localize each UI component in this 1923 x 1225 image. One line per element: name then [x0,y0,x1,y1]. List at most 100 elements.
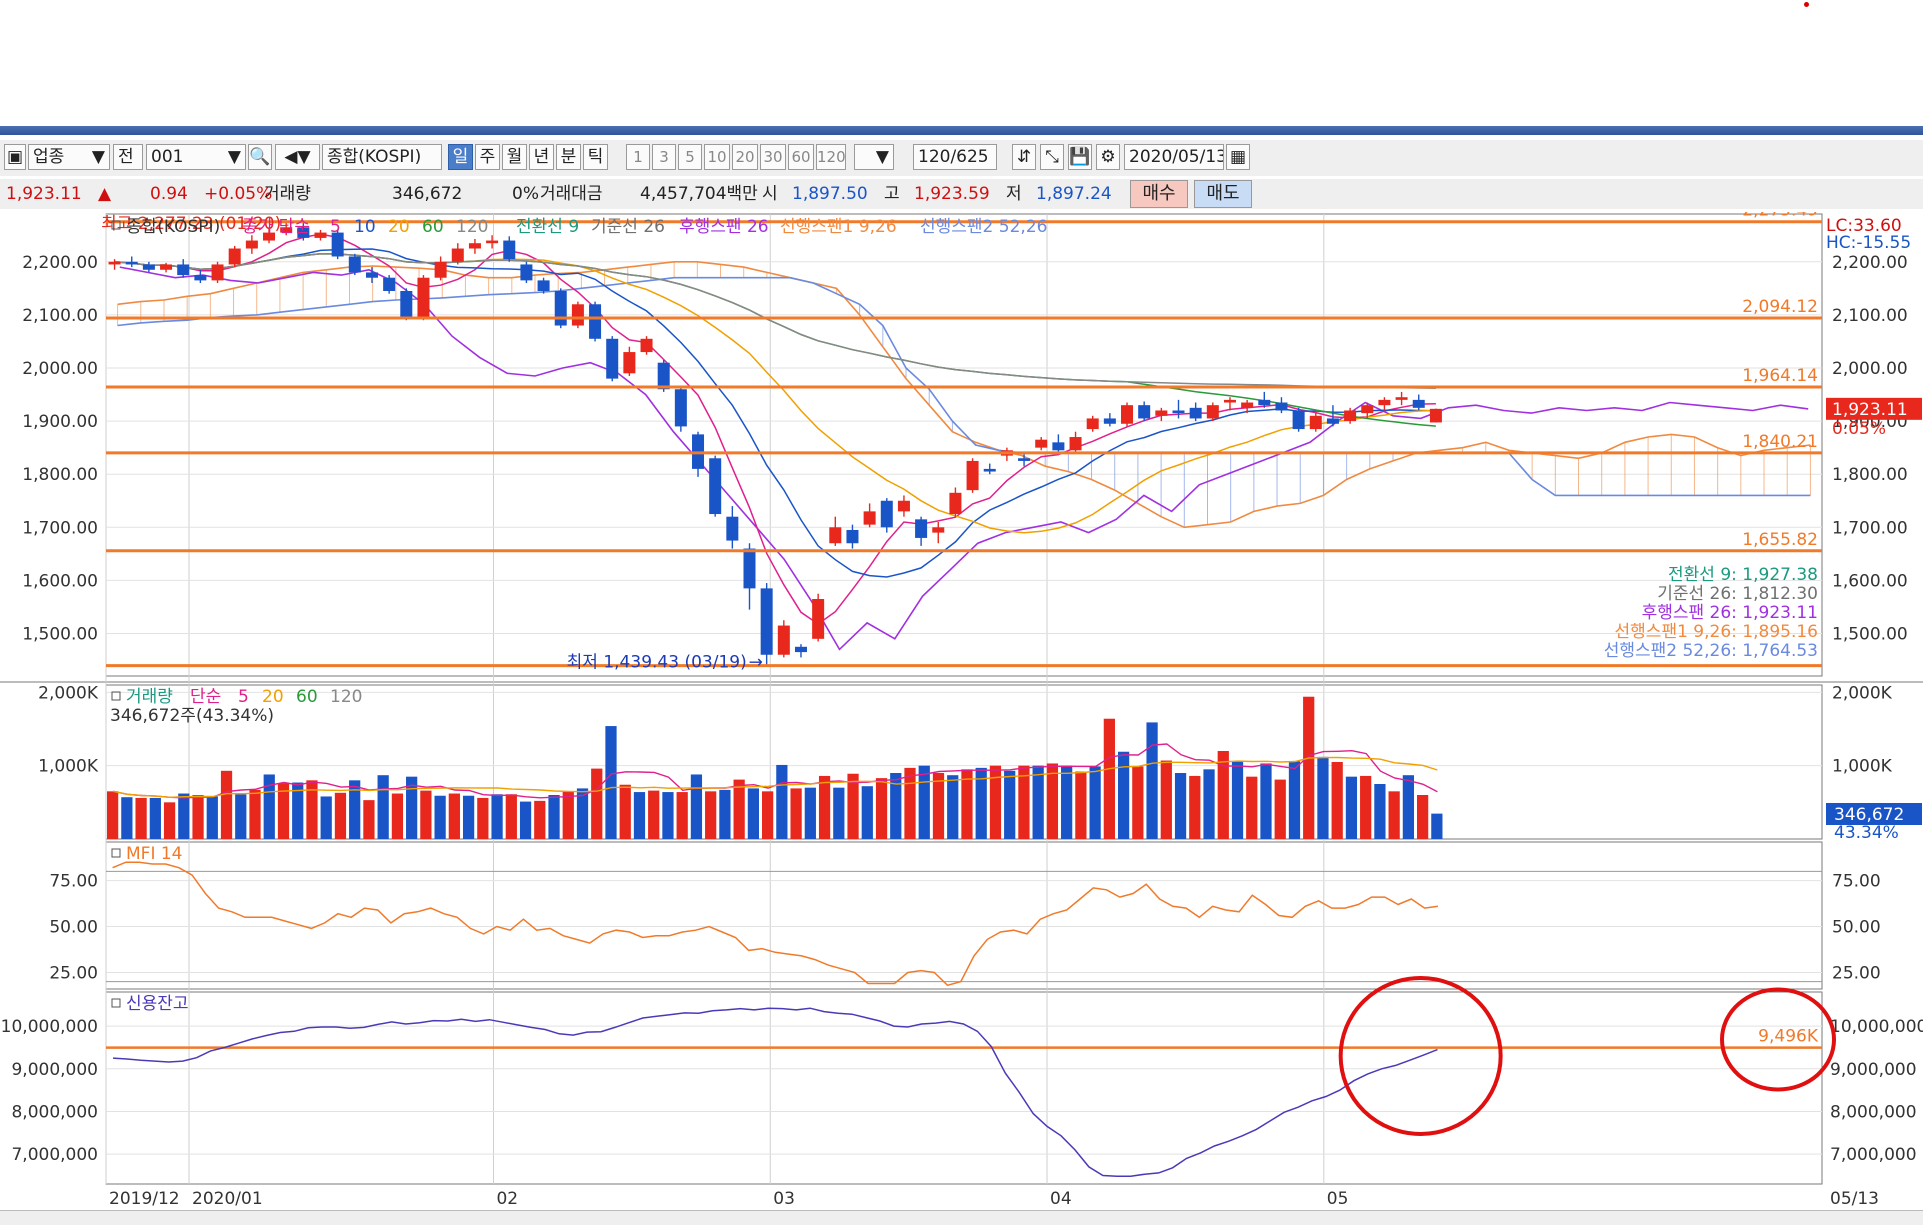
current-price-pct: 0.05% [1832,419,1886,439]
price-candle [1069,431,1082,453]
volume-bar [833,787,845,839]
candle-body [623,352,636,374]
mfi-y-tick-right: 50.00 [1832,918,1881,938]
date-field[interactable]: 2020/05/13 [1124,144,1224,170]
volume-bar [1103,718,1115,839]
interval-button-6[interactable]: 60 [788,144,814,170]
volume-pct: 0% [512,184,539,204]
period-tab-5[interactable]: 틱 [583,144,608,170]
price-candle [1378,397,1391,411]
volume-y-tick-right: 2,000K [1832,683,1893,703]
mfi-y-tick-left: 75.00 [49,872,98,892]
candle-body [1395,397,1408,400]
interval-button-4[interactable]: 20 [732,144,758,170]
price-candle [1412,394,1425,411]
candle-body [468,243,481,249]
volume-bar [220,770,233,839]
save-icon[interactable]: 💾 [1068,144,1092,170]
chart-tool-icon[interactable]: ⇵ [1012,144,1036,170]
chart-area[interactable]: 2019/12 2020/01 02 03 04 05 05/13 2,200.00 2,200… [0,212,1923,1210]
interval-button-1[interactable]: 3 [652,144,676,170]
interval-button-7[interactable]: 120 [816,144,846,170]
price-candle [1206,402,1219,422]
candle-body [863,511,876,525]
candle-body [245,240,258,249]
price-candle [640,336,653,355]
speaker-icon[interactable]: ◀▼ [275,144,320,170]
volume-bar [1160,760,1172,839]
support-line-label-1: 2,094.12 [1742,297,1818,317]
volume-value: 346,672 [392,184,463,204]
period-tab-0[interactable]: 일 [448,144,473,170]
period-tab-1[interactable]: 주 [475,144,500,170]
candle-body [1361,405,1374,414]
legend-ma-period-2: 20 [388,217,410,237]
volume-bar [406,776,418,839]
volume-bar [1345,776,1358,839]
lagging-span-line [119,266,1809,651]
candle-body [211,264,224,281]
candle-body [486,240,499,244]
price-y-tick-left: 1,900.00 [22,412,98,432]
volume-y-tick-left: 2,000K [38,683,99,703]
volume-legend-box-icon [111,691,121,701]
search-icon[interactable]: 🔍 [248,144,272,170]
price-candle [1155,407,1168,422]
code-input[interactable]: 001 ▼ [146,144,246,170]
gear-icon[interactable]: ⚙ [1096,144,1120,170]
price-candle [125,256,138,268]
volume-bar [1274,779,1286,839]
calendar-icon[interactable]: ▦ [1226,144,1250,170]
interval-button-5[interactable]: 30 [760,144,786,170]
blank-select[interactable]: ▼ [854,144,894,170]
support-line-label-4: 1,655.82 [1742,530,1818,550]
volume-bar [534,800,546,839]
volume-bar [548,795,560,839]
price-candle [417,275,430,321]
price-candle [1275,397,1288,414]
volume-bar [292,782,304,839]
volume-info: 346,672주(43.34%) [110,706,274,726]
candle-body [1103,418,1116,424]
candle-body [812,599,825,639]
volume-bar [562,791,574,839]
bottom-scroll-strip[interactable] [0,1210,1923,1225]
volume-bar [107,791,119,839]
market-type-select[interactable]: 업종 ▼ [28,144,110,170]
volume-bar [1146,722,1158,839]
candle-body [1326,418,1339,424]
volume-bar [192,795,204,839]
interval-button-0[interactable]: 1 [626,144,650,170]
mfi-y-tick-right: 25.00 [1832,963,1881,983]
candle-body [606,338,619,379]
price-candle [949,487,962,517]
period-tab-4[interactable]: 분 [556,144,581,170]
period-tab-3[interactable]: 년 [529,144,554,170]
interval-button-3[interactable]: 10 [704,144,730,170]
price-candle [383,275,396,294]
volume-y-tick-right: 1,000K [1832,757,1893,777]
candle-body [640,338,653,353]
candle-body [280,227,293,233]
red-dot-mark [1804,2,1809,7]
dropdown-icon: ▼ [91,147,105,167]
jeon-button[interactable]: 전 [113,144,143,170]
candle-body [1378,399,1391,406]
volume-bar [633,792,646,839]
buy-button[interactable]: 매수 [1130,180,1188,208]
layout-icon[interactable]: ▣ [4,144,26,170]
panel-frame-price [105,213,1823,677]
price-candle [348,253,361,276]
candle-body [1241,402,1254,408]
zoom-tool-icon[interactable]: ⤡ [1040,144,1064,170]
candle-body [1138,405,1151,419]
candle-body [829,527,842,544]
interval-button-2[interactable]: 5 [678,144,702,170]
sell-button[interactable]: 매도 [1194,180,1252,208]
count-field[interactable]: 120/625 [913,144,997,170]
volume-bar [1431,813,1443,839]
volume-bar [1046,763,1059,839]
volume-bar [263,774,275,839]
period-tab-2[interactable]: 월 [502,144,527,170]
volume-bar [363,800,375,839]
